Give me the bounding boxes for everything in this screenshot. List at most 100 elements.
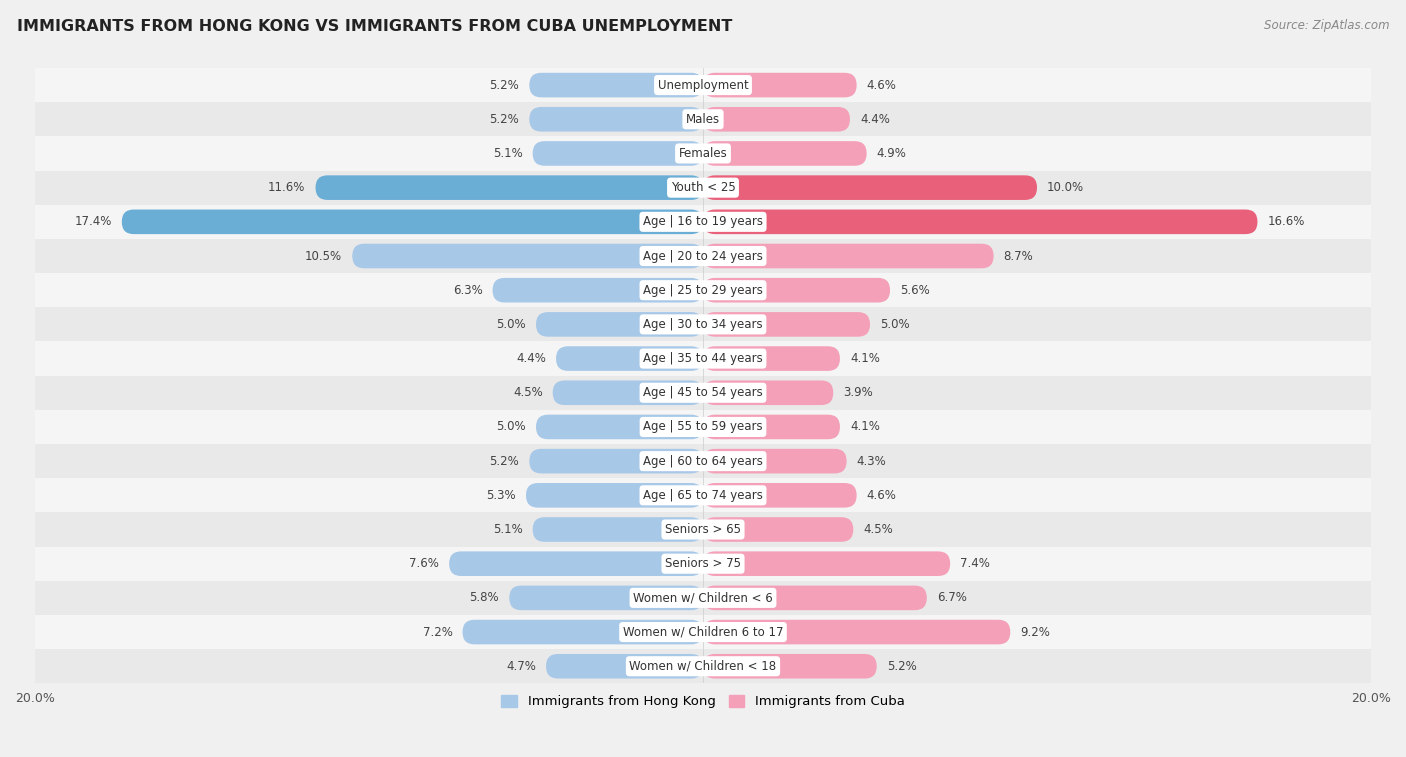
Bar bbox=[35, 512, 1371, 547]
FancyBboxPatch shape bbox=[546, 654, 703, 678]
Bar bbox=[35, 444, 1371, 478]
FancyBboxPatch shape bbox=[703, 278, 890, 303]
Text: 5.2%: 5.2% bbox=[489, 79, 519, 92]
Text: 3.9%: 3.9% bbox=[844, 386, 873, 399]
Text: 4.6%: 4.6% bbox=[866, 79, 897, 92]
Text: 9.2%: 9.2% bbox=[1021, 625, 1050, 639]
FancyBboxPatch shape bbox=[463, 620, 703, 644]
Bar bbox=[35, 307, 1371, 341]
Text: 4.6%: 4.6% bbox=[866, 489, 897, 502]
Bar bbox=[35, 68, 1371, 102]
Text: Age | 65 to 74 years: Age | 65 to 74 years bbox=[643, 489, 763, 502]
FancyBboxPatch shape bbox=[353, 244, 703, 268]
FancyBboxPatch shape bbox=[122, 210, 703, 234]
FancyBboxPatch shape bbox=[449, 551, 703, 576]
Text: Women w/ Children 6 to 17: Women w/ Children 6 to 17 bbox=[623, 625, 783, 639]
FancyBboxPatch shape bbox=[526, 483, 703, 508]
FancyBboxPatch shape bbox=[703, 346, 839, 371]
FancyBboxPatch shape bbox=[529, 73, 703, 98]
Text: 5.0%: 5.0% bbox=[880, 318, 910, 331]
FancyBboxPatch shape bbox=[703, 415, 839, 439]
FancyBboxPatch shape bbox=[703, 107, 851, 132]
Text: 7.4%: 7.4% bbox=[960, 557, 990, 570]
Text: 8.7%: 8.7% bbox=[1004, 250, 1033, 263]
FancyBboxPatch shape bbox=[703, 312, 870, 337]
Text: 4.1%: 4.1% bbox=[851, 352, 880, 365]
Bar bbox=[35, 102, 1371, 136]
Text: 5.3%: 5.3% bbox=[486, 489, 516, 502]
Text: 4.9%: 4.9% bbox=[877, 147, 907, 160]
Text: Age | 45 to 54 years: Age | 45 to 54 years bbox=[643, 386, 763, 399]
Text: Women w/ Children < 18: Women w/ Children < 18 bbox=[630, 660, 776, 673]
Text: 10.0%: 10.0% bbox=[1047, 181, 1084, 194]
Text: 5.2%: 5.2% bbox=[489, 455, 519, 468]
Text: 4.4%: 4.4% bbox=[516, 352, 546, 365]
Text: 5.2%: 5.2% bbox=[887, 660, 917, 673]
Text: Age | 55 to 59 years: Age | 55 to 59 years bbox=[643, 420, 763, 434]
Text: 4.3%: 4.3% bbox=[856, 455, 886, 468]
Text: 5.1%: 5.1% bbox=[494, 523, 523, 536]
FancyBboxPatch shape bbox=[492, 278, 703, 303]
Bar bbox=[35, 650, 1371, 684]
Text: 5.6%: 5.6% bbox=[900, 284, 929, 297]
FancyBboxPatch shape bbox=[536, 415, 703, 439]
Text: 4.5%: 4.5% bbox=[863, 523, 893, 536]
FancyBboxPatch shape bbox=[703, 449, 846, 473]
Text: 4.5%: 4.5% bbox=[513, 386, 543, 399]
Text: Unemployment: Unemployment bbox=[658, 79, 748, 92]
Text: Seniors > 75: Seniors > 75 bbox=[665, 557, 741, 570]
FancyBboxPatch shape bbox=[315, 176, 703, 200]
Text: Age | 16 to 19 years: Age | 16 to 19 years bbox=[643, 215, 763, 229]
FancyBboxPatch shape bbox=[703, 210, 1257, 234]
FancyBboxPatch shape bbox=[703, 73, 856, 98]
Text: Age | 20 to 24 years: Age | 20 to 24 years bbox=[643, 250, 763, 263]
Text: 5.8%: 5.8% bbox=[470, 591, 499, 604]
Bar bbox=[35, 239, 1371, 273]
Text: Youth < 25: Youth < 25 bbox=[671, 181, 735, 194]
FancyBboxPatch shape bbox=[703, 586, 927, 610]
FancyBboxPatch shape bbox=[536, 312, 703, 337]
Bar bbox=[35, 478, 1371, 512]
Text: 5.2%: 5.2% bbox=[489, 113, 519, 126]
Text: 11.6%: 11.6% bbox=[269, 181, 305, 194]
Text: 4.4%: 4.4% bbox=[860, 113, 890, 126]
Text: IMMIGRANTS FROM HONG KONG VS IMMIGRANTS FROM CUBA UNEMPLOYMENT: IMMIGRANTS FROM HONG KONG VS IMMIGRANTS … bbox=[17, 19, 733, 34]
FancyBboxPatch shape bbox=[533, 141, 703, 166]
Bar bbox=[35, 341, 1371, 375]
Text: Age | 60 to 64 years: Age | 60 to 64 years bbox=[643, 455, 763, 468]
FancyBboxPatch shape bbox=[703, 483, 856, 508]
Bar bbox=[35, 170, 1371, 204]
FancyBboxPatch shape bbox=[533, 517, 703, 542]
Legend: Immigrants from Hong Kong, Immigrants from Cuba: Immigrants from Hong Kong, Immigrants fr… bbox=[496, 690, 910, 714]
Text: 7.2%: 7.2% bbox=[423, 625, 453, 639]
Text: 6.3%: 6.3% bbox=[453, 284, 482, 297]
Bar bbox=[35, 204, 1371, 239]
FancyBboxPatch shape bbox=[529, 107, 703, 132]
Text: 4.7%: 4.7% bbox=[506, 660, 536, 673]
FancyBboxPatch shape bbox=[703, 654, 877, 678]
Text: Males: Males bbox=[686, 113, 720, 126]
Bar bbox=[35, 136, 1371, 170]
Text: Age | 30 to 34 years: Age | 30 to 34 years bbox=[643, 318, 763, 331]
Bar bbox=[35, 615, 1371, 650]
Text: 7.6%: 7.6% bbox=[409, 557, 439, 570]
FancyBboxPatch shape bbox=[703, 620, 1011, 644]
FancyBboxPatch shape bbox=[703, 244, 994, 268]
Text: Age | 25 to 29 years: Age | 25 to 29 years bbox=[643, 284, 763, 297]
Text: Seniors > 65: Seniors > 65 bbox=[665, 523, 741, 536]
Text: 5.0%: 5.0% bbox=[496, 420, 526, 434]
Bar bbox=[35, 547, 1371, 581]
Text: Women w/ Children < 6: Women w/ Children < 6 bbox=[633, 591, 773, 604]
FancyBboxPatch shape bbox=[703, 517, 853, 542]
Text: Source: ZipAtlas.com: Source: ZipAtlas.com bbox=[1264, 19, 1389, 32]
Bar bbox=[35, 273, 1371, 307]
FancyBboxPatch shape bbox=[529, 449, 703, 473]
Bar bbox=[35, 375, 1371, 410]
Text: Age | 35 to 44 years: Age | 35 to 44 years bbox=[643, 352, 763, 365]
Text: 4.1%: 4.1% bbox=[851, 420, 880, 434]
FancyBboxPatch shape bbox=[509, 586, 703, 610]
Text: 17.4%: 17.4% bbox=[75, 215, 111, 229]
FancyBboxPatch shape bbox=[703, 176, 1038, 200]
Text: Females: Females bbox=[679, 147, 727, 160]
Bar bbox=[35, 410, 1371, 444]
